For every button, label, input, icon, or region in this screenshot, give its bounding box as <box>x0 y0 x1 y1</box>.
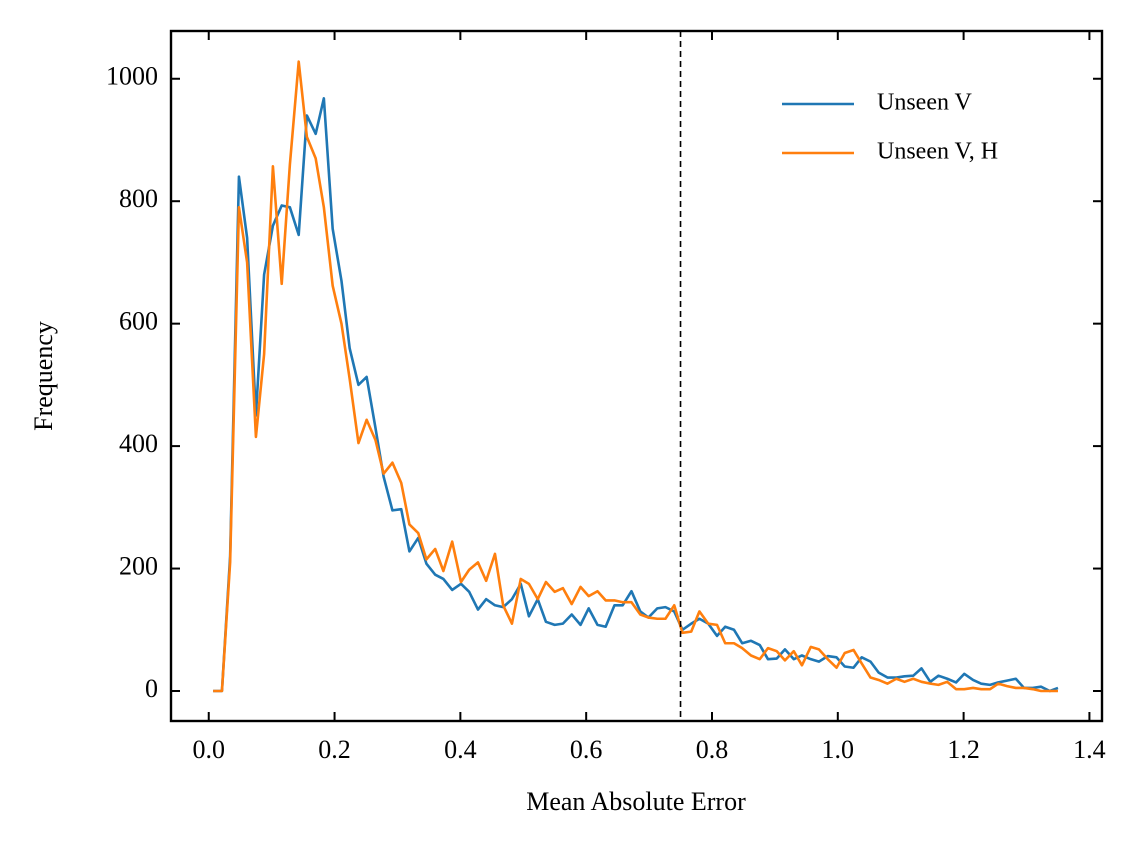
x-tick-label: 1.2 <box>947 735 980 764</box>
y-tick-label: 800 <box>119 184 158 213</box>
y-axis-label: Frequency <box>29 321 58 431</box>
x-tick-label: 0.0 <box>192 735 225 764</box>
legend-label: Unseen V, H <box>877 139 998 165</box>
plot-frame <box>169 29 1104 723</box>
series-line <box>213 97 1059 693</box>
x-tick-label: 0.2 <box>318 735 351 764</box>
x-tick-label: 0.4 <box>444 735 477 764</box>
y-tick-label: 400 <box>119 429 158 458</box>
y-tick-label: 600 <box>119 307 158 336</box>
y-tick-label: 0 <box>145 674 158 703</box>
y-tick-label: 1000 <box>106 62 158 91</box>
x-tick-label: 0.6 <box>570 735 603 764</box>
x-tick-label: 0.8 <box>696 735 729 764</box>
y-tick-label: 200 <box>119 552 158 581</box>
x-axis-label: Mean Absolute Error <box>526 787 746 816</box>
legend-label: Unseen V <box>877 90 973 116</box>
x-tick-label: 1.4 <box>1073 735 1106 764</box>
series-line <box>213 60 1058 693</box>
x-tick-label: 1.0 <box>822 735 855 764</box>
